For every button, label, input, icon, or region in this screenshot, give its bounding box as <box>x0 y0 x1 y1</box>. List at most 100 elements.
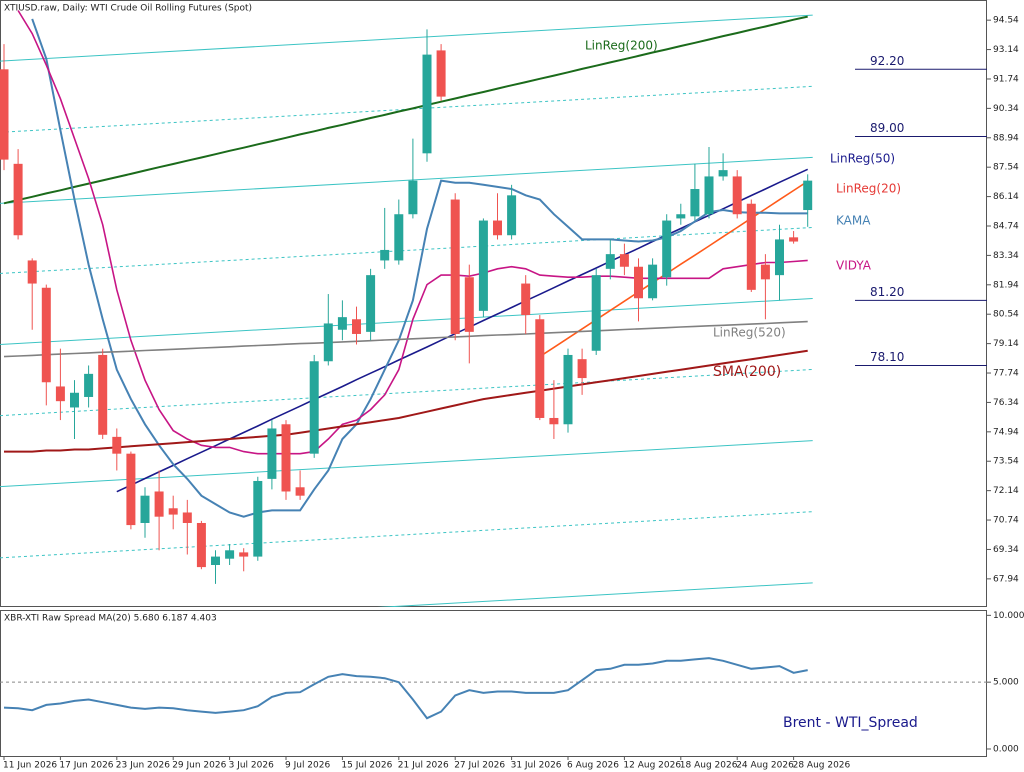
candle-body <box>450 199 460 334</box>
y-tick-label: 80.54 <box>993 310 1019 320</box>
candle-body <box>225 550 235 559</box>
candle-body <box>281 424 291 492</box>
y-tick-label: 74.94 <box>993 427 1019 437</box>
candle-body <box>0 69 9 160</box>
candle-body <box>41 287 51 383</box>
candle-body <box>408 180 418 215</box>
series-line <box>17 10 808 455</box>
candle-body <box>84 373 94 397</box>
y-tick-label: 88.94 <box>993 133 1019 143</box>
candle-body <box>605 254 615 269</box>
main-plot <box>0 10 813 607</box>
candle-body <box>27 260 37 284</box>
x-tick-label: 24 Aug 2026 <box>736 761 794 771</box>
candle-body <box>619 254 629 267</box>
candle-body <box>267 428 277 479</box>
series-label: LinReg(20) <box>836 182 901 196</box>
x-tick-label: 27 Jul 2026 <box>454 761 505 771</box>
series-line <box>3 15 808 205</box>
candle-body <box>464 277 474 332</box>
sub-plot <box>0 657 987 720</box>
y-tick-label: 81.94 <box>993 280 1019 290</box>
candle-body <box>211 556 220 565</box>
candle-body <box>196 522 206 568</box>
x-tick-label: 28 Aug 2026 <box>793 761 851 771</box>
x-tick-label: 23 Jun 2026 <box>116 761 170 771</box>
candle-body <box>775 239 784 276</box>
y-tick-label: 10.000 <box>993 611 1024 621</box>
candle-body <box>253 480 263 557</box>
y-tick-label: 73.54 <box>993 457 1019 467</box>
x-tick-label: 21 Jul 2026 <box>398 761 449 771</box>
y-tick-label: 67.94 <box>993 574 1019 584</box>
series-line <box>3 320 808 358</box>
candle-body <box>55 386 65 402</box>
x-tick-label: 18 Aug 2026 <box>680 761 738 771</box>
series-line <box>539 180 809 358</box>
candle-body <box>422 54 432 154</box>
chart-title: XTIUSD.raw, Daily: WTI Crude Oil Rolling… <box>4 4 252 14</box>
x-tick-label: 12 Aug 2026 <box>623 761 681 771</box>
channel-line <box>0 85 813 133</box>
x-tick-label: 9 Jul 2026 <box>285 761 330 771</box>
axes: 94.54 93.14 91.74 90.34 88.94 87.54 86.14 84.74… <box>3 16 1024 771</box>
candle-body <box>168 508 178 515</box>
level-label: 78.10 <box>870 350 904 364</box>
y-tick-label: 84.74 <box>993 221 1019 231</box>
candle-body <box>591 275 601 351</box>
y-tick-label: 86.14 <box>993 192 1019 202</box>
y-tick-label: 94.54 <box>993 16 1019 26</box>
x-tick-label: 15 Jul 2026 <box>341 761 392 771</box>
y-tick-label: 72.14 <box>993 486 1019 496</box>
y-tick-label: 90.34 <box>993 104 1019 114</box>
y-tick-label: 76.34 <box>993 398 1019 408</box>
channel-line <box>377 582 813 607</box>
sub-frame <box>0 610 987 757</box>
candle-body <box>521 283 531 316</box>
candle-body <box>760 264 770 280</box>
candle-body <box>352 319 361 334</box>
series-line <box>31 18 808 518</box>
level-label: 81.20 <box>870 285 904 299</box>
annotation: Brent - WTI_Spread <box>783 715 918 731</box>
candle-body <box>803 180 813 211</box>
candle-body <box>704 176 714 215</box>
candle-body <box>70 392 79 408</box>
series-label: LinReg(200) <box>585 39 658 53</box>
series-line <box>116 168 809 493</box>
candle-body <box>323 323 333 362</box>
series-line <box>3 657 808 720</box>
candle-body <box>337 317 347 330</box>
candle-body <box>13 163 23 236</box>
candle-body <box>676 214 686 219</box>
y-tick-label: 77.74 <box>993 369 1019 379</box>
x-tick-label: 17 Jun 2026 <box>59 761 113 771</box>
x-tick-label: 6 Aug 2026 <box>567 761 619 771</box>
candle-body <box>662 220 672 278</box>
level-label: 92.20 <box>870 54 904 68</box>
candle-body <box>549 417 559 425</box>
candle-body <box>634 266 643 299</box>
candle-body <box>478 220 488 311</box>
candle-body <box>140 495 150 523</box>
candle-body <box>648 264 658 299</box>
series-label: KAMA <box>836 214 871 228</box>
y-tick-label: 0.000 <box>993 744 1019 754</box>
candle-body <box>789 237 799 242</box>
candle-body <box>154 491 164 517</box>
candle-body <box>366 275 376 332</box>
x-tick-label: 31 Jul 2026 <box>511 761 562 771</box>
candle-body <box>732 176 742 215</box>
x-tick-label: 3 Jul 2026 <box>229 761 274 771</box>
channel-line <box>0 14 813 62</box>
channel-line <box>0 511 813 559</box>
y-tick-label: 87.54 <box>993 163 1019 173</box>
candle-body <box>436 50 446 97</box>
candle-body <box>380 249 390 261</box>
y-tick-label: 70.74 <box>993 516 1019 526</box>
candle-body <box>112 436 122 454</box>
series-label: VIDYA <box>836 259 872 273</box>
channel-line <box>0 368 813 417</box>
y-tick-label: 5.000 <box>993 678 1019 688</box>
